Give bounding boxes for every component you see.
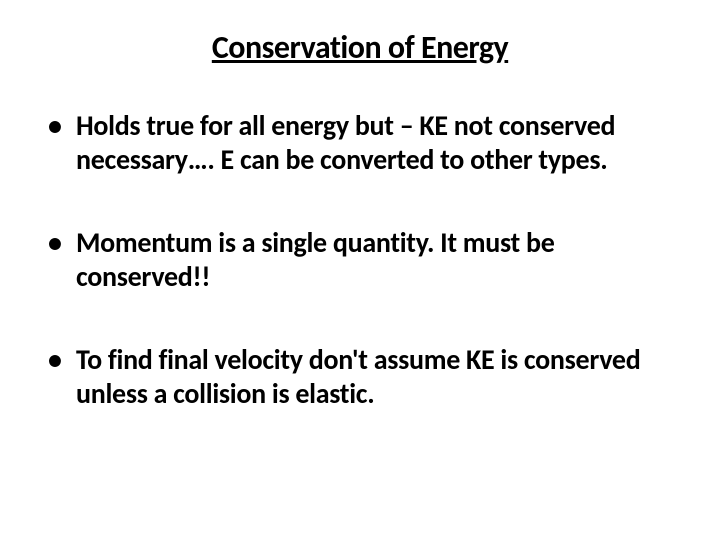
bullet-item: To find final velocity don't assume KE i… — [58, 343, 690, 410]
slide-title: Conservation of Energy — [30, 28, 690, 67]
bullet-list: Holds true for all energy but – KE not c… — [30, 109, 690, 411]
slide-container: Conservation of Energy Holds true for al… — [0, 0, 720, 540]
bullet-item: Momentum is a single quantity. It must b… — [58, 226, 690, 293]
bullet-item: Holds true for all energy but – KE not c… — [58, 109, 690, 176]
